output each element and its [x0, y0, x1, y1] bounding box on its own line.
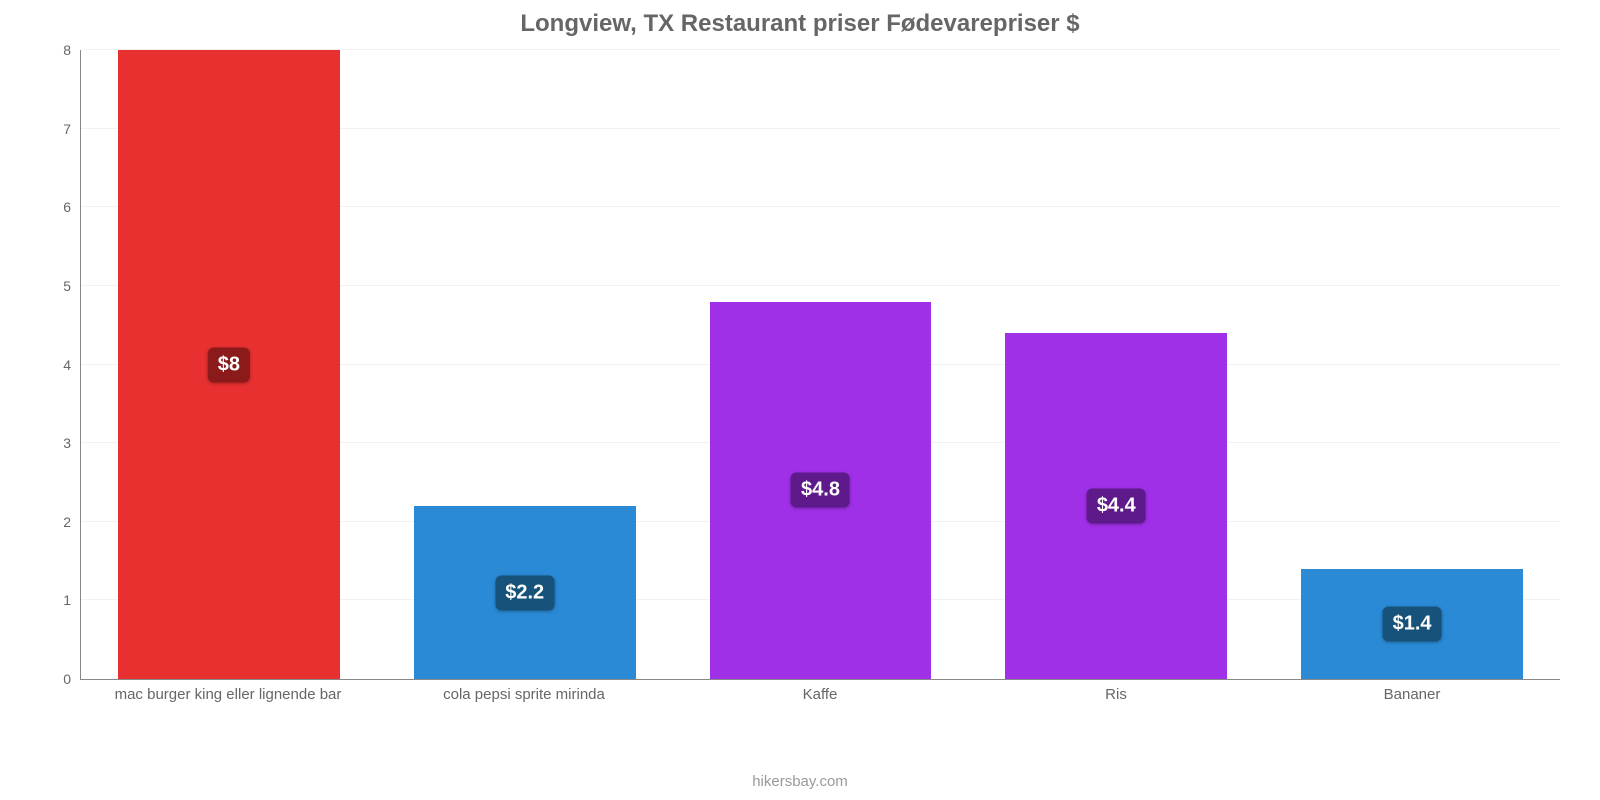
bar-value-label: $8 — [208, 347, 250, 382]
bar-slot: $4.4 — [968, 50, 1264, 679]
x-tick-label: Bananer — [1264, 680, 1560, 710]
x-tick-label: mac burger king eller lignende bar — [80, 680, 376, 710]
bar-value-label: $4.4 — [1087, 489, 1146, 524]
y-tick-label: 2 — [63, 514, 81, 530]
bar-slot: $2.2 — [377, 50, 673, 679]
y-tick-label: 7 — [63, 121, 81, 137]
bar-slot: $8 — [81, 50, 377, 679]
y-tick-label: 5 — [63, 278, 81, 294]
x-tick-label: Kaffe — [672, 680, 968, 710]
bar-value-label: $4.8 — [791, 473, 850, 508]
attribution-text: hikersbay.com — [0, 773, 1600, 790]
bar-slot: $1.4 — [1264, 50, 1560, 679]
y-tick-label: 0 — [63, 671, 81, 687]
y-tick-label: 8 — [63, 42, 81, 58]
bar-value-label: $2.2 — [495, 575, 554, 610]
bar: $4.4 — [1005, 333, 1227, 679]
plot-area: 012345678 $8$2.2$4.8$4.4$1.4 — [80, 50, 1560, 680]
y-tick-label: 1 — [63, 592, 81, 608]
bar: $8 — [118, 50, 340, 679]
x-tick-label: cola pepsi sprite mirinda — [376, 680, 672, 710]
bar-slot: $4.8 — [673, 50, 969, 679]
bar: $1.4 — [1301, 569, 1523, 679]
y-tick-label: 4 — [63, 357, 81, 373]
chart-title: Longview, TX Restaurant priser Fødevarep… — [0, 0, 1600, 38]
bar-value-label: $1.4 — [1383, 606, 1442, 641]
chart-area: 012345678 $8$2.2$4.8$4.4$1.4 mac burger … — [40, 50, 1580, 710]
x-axis-labels: mac burger king eller lignende barcola p… — [80, 680, 1560, 710]
y-tick-label: 6 — [63, 199, 81, 215]
y-tick-label: 3 — [63, 435, 81, 451]
bar: $4.8 — [710, 302, 932, 679]
bar: $2.2 — [414, 506, 636, 679]
x-tick-label: Ris — [968, 680, 1264, 710]
bars-container: $8 $2.2 $4.8 $4.4 $1.4 — [81, 50, 1560, 679]
